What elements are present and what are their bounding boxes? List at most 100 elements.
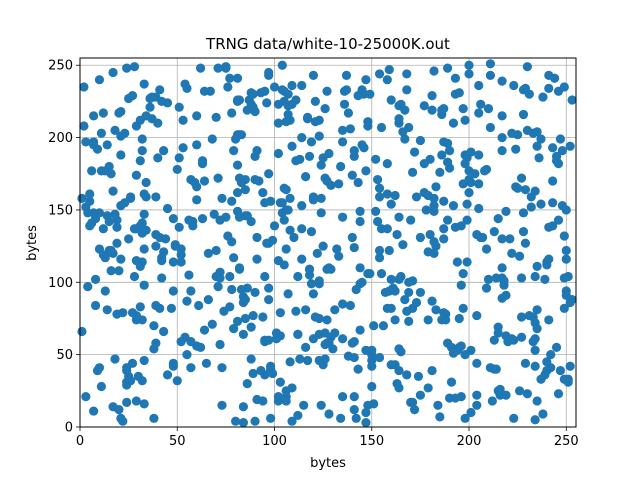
data-point [408, 276, 418, 286]
data-point [285, 225, 295, 235]
data-point [324, 263, 334, 273]
data-point [450, 73, 461, 83]
data-point [359, 89, 369, 99]
data-point [448, 201, 459, 211]
data-point [548, 176, 558, 186]
data-point [361, 75, 371, 85]
data-point [250, 416, 260, 426]
data-point [536, 134, 546, 144]
data-point [100, 253, 110, 263]
data-point [77, 326, 87, 337]
data-point [236, 284, 247, 295]
data-point [141, 177, 151, 188]
data-point [386, 303, 396, 313]
data-point [217, 400, 227, 410]
data-point [157, 96, 167, 107]
data-point [544, 315, 554, 325]
data-point [532, 324, 542, 334]
data-point [250, 287, 260, 298]
data-point [386, 274, 396, 284]
data-point [316, 160, 326, 170]
data-point [184, 270, 194, 280]
data-point [458, 104, 468, 114]
data-point [131, 170, 142, 180]
data-point [361, 407, 371, 418]
data-point [367, 355, 377, 366]
data-point [439, 308, 449, 318]
data-point [240, 313, 250, 324]
data-point [229, 253, 239, 263]
data-point [277, 60, 287, 70]
data-point [493, 386, 503, 396]
data-point [544, 254, 554, 264]
data-point [501, 390, 511, 400]
data-point [92, 365, 103, 376]
data-point [106, 169, 116, 179]
data-point [194, 300, 204, 311]
data-point [160, 234, 171, 244]
data-point [85, 221, 95, 231]
data-point [232, 73, 243, 83]
data-point [390, 190, 400, 201]
data-point [532, 127, 542, 137]
data-point [289, 232, 299, 243]
data-point [555, 365, 566, 376]
data-point [112, 309, 122, 319]
data-point [369, 321, 379, 331]
data-point [497, 234, 507, 244]
data-point [79, 121, 89, 131]
data-point [287, 416, 297, 426]
data-point [526, 202, 536, 212]
data-point [192, 341, 202, 351]
data-point [485, 59, 496, 69]
data-point [151, 192, 161, 202]
data-point [548, 198, 558, 208]
data-point [347, 338, 357, 348]
data-point [238, 418, 248, 428]
data-point [211, 271, 221, 282]
data-point [231, 134, 241, 144]
data-point [411, 192, 422, 202]
data-point [182, 350, 192, 360]
data-point [248, 310, 258, 321]
data-point [242, 378, 252, 389]
y-tick-label: 150 [48, 203, 73, 218]
data-point [345, 300, 355, 311]
data-point [540, 370, 550, 380]
data-point [283, 205, 293, 215]
x-axis-label: bytes [310, 456, 346, 471]
data-point [518, 109, 529, 120]
data-point [94, 75, 105, 85]
data-point [520, 185, 531, 195]
data-point [524, 89, 534, 99]
data-point [382, 75, 392, 85]
data-point [199, 176, 210, 186]
data-point [116, 254, 126, 264]
data-point [314, 279, 324, 289]
data-point [213, 173, 223, 183]
data-point [250, 151, 260, 161]
data-point [553, 86, 564, 96]
data-point [450, 222, 461, 232]
data-point [462, 215, 472, 225]
data-point [472, 310, 482, 321]
data-point [131, 224, 142, 234]
data-point [258, 312, 268, 322]
data-point [209, 209, 219, 219]
data-point [211, 245, 221, 256]
data-point [443, 215, 453, 225]
data-point [563, 271, 573, 282]
data-point [283, 289, 293, 299]
data-point [516, 273, 527, 283]
data-point [108, 186, 118, 196]
data-point [565, 361, 575, 371]
data-point [374, 253, 385, 263]
data-point [297, 254, 307, 264]
data-point [561, 290, 571, 300]
data-point [565, 141, 575, 151]
data-point [507, 248, 517, 258]
data-point [201, 358, 212, 368]
data-point [497, 132, 507, 143]
data-point [481, 283, 492, 293]
data-point [444, 163, 455, 173]
